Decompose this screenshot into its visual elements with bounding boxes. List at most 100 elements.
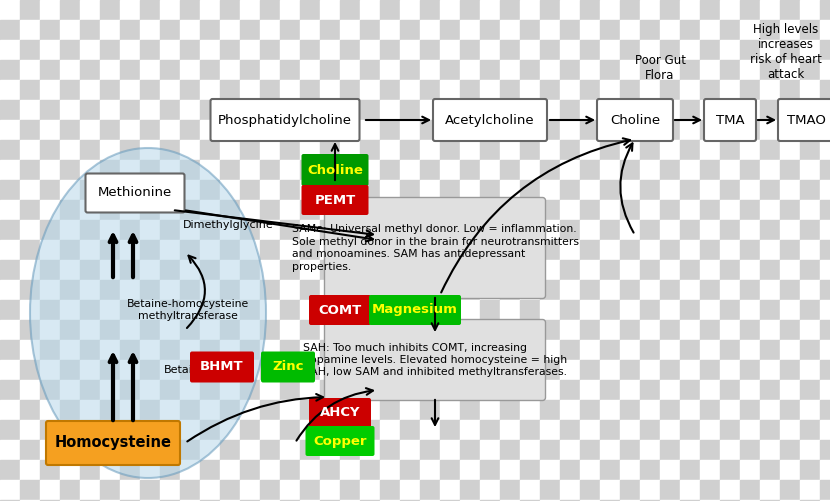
- Bar: [700, 360, 720, 380]
- Bar: [240, 120, 260, 140]
- Bar: [260, 340, 280, 360]
- Bar: [320, 80, 340, 100]
- Bar: [680, 360, 700, 380]
- Bar: [780, 400, 800, 420]
- Bar: [60, 80, 80, 100]
- Bar: [520, 100, 540, 120]
- Bar: [400, 500, 420, 501]
- Bar: [60, 360, 80, 380]
- Bar: [540, 240, 560, 260]
- Bar: [640, 500, 660, 501]
- Bar: [180, 360, 200, 380]
- Bar: [380, 0, 400, 20]
- Bar: [560, 480, 580, 500]
- Bar: [480, 120, 500, 140]
- Bar: [220, 400, 240, 420]
- Bar: [360, 140, 380, 160]
- Bar: [260, 480, 280, 500]
- Bar: [100, 480, 120, 500]
- Bar: [820, 440, 830, 460]
- Bar: [160, 160, 180, 180]
- Bar: [60, 440, 80, 460]
- Bar: [580, 160, 600, 180]
- Bar: [420, 460, 440, 480]
- Bar: [340, 80, 360, 100]
- Bar: [420, 260, 440, 280]
- Bar: [220, 180, 240, 200]
- Bar: [100, 120, 120, 140]
- Bar: [220, 140, 240, 160]
- Bar: [20, 160, 40, 180]
- Bar: [180, 380, 200, 400]
- Bar: [0, 40, 20, 60]
- Bar: [600, 480, 620, 500]
- Bar: [120, 420, 140, 440]
- Bar: [220, 500, 240, 501]
- Bar: [260, 20, 280, 40]
- Bar: [60, 200, 80, 220]
- Bar: [740, 160, 760, 180]
- Bar: [520, 380, 540, 400]
- Bar: [480, 320, 500, 340]
- Bar: [220, 80, 240, 100]
- Bar: [300, 160, 320, 180]
- Bar: [300, 280, 320, 300]
- Bar: [800, 0, 820, 20]
- Bar: [400, 220, 420, 240]
- Bar: [680, 220, 700, 240]
- FancyBboxPatch shape: [305, 426, 374, 456]
- Bar: [380, 460, 400, 480]
- Bar: [700, 60, 720, 80]
- Bar: [700, 200, 720, 220]
- Bar: [60, 60, 80, 80]
- Bar: [580, 180, 600, 200]
- Bar: [540, 60, 560, 80]
- Bar: [380, 220, 400, 240]
- Bar: [120, 0, 140, 20]
- Bar: [540, 20, 560, 40]
- Bar: [200, 40, 220, 60]
- Bar: [680, 140, 700, 160]
- Bar: [420, 140, 440, 160]
- Bar: [220, 480, 240, 500]
- Bar: [600, 200, 620, 220]
- Bar: [120, 200, 140, 220]
- Text: Betaine: Betaine: [164, 365, 207, 375]
- Bar: [560, 60, 580, 80]
- Bar: [220, 260, 240, 280]
- Bar: [560, 300, 580, 320]
- Bar: [660, 60, 680, 80]
- Bar: [440, 300, 460, 320]
- Bar: [440, 400, 460, 420]
- Bar: [0, 320, 20, 340]
- Bar: [460, 280, 480, 300]
- Bar: [380, 80, 400, 100]
- Bar: [380, 340, 400, 360]
- Bar: [580, 0, 600, 20]
- Bar: [720, 160, 740, 180]
- Bar: [360, 40, 380, 60]
- Bar: [420, 60, 440, 80]
- Bar: [440, 440, 460, 460]
- Bar: [560, 260, 580, 280]
- Bar: [40, 400, 60, 420]
- Bar: [480, 180, 500, 200]
- Bar: [400, 480, 420, 500]
- Bar: [420, 440, 440, 460]
- Bar: [280, 460, 300, 480]
- Bar: [620, 420, 640, 440]
- Bar: [580, 260, 600, 280]
- Bar: [540, 100, 560, 120]
- Bar: [260, 80, 280, 100]
- Bar: [540, 340, 560, 360]
- Bar: [620, 240, 640, 260]
- Bar: [780, 120, 800, 140]
- Bar: [760, 260, 780, 280]
- Bar: [200, 20, 220, 40]
- Bar: [100, 260, 120, 280]
- Bar: [40, 20, 60, 40]
- Bar: [0, 220, 20, 240]
- Bar: [700, 300, 720, 320]
- Bar: [100, 280, 120, 300]
- Bar: [620, 440, 640, 460]
